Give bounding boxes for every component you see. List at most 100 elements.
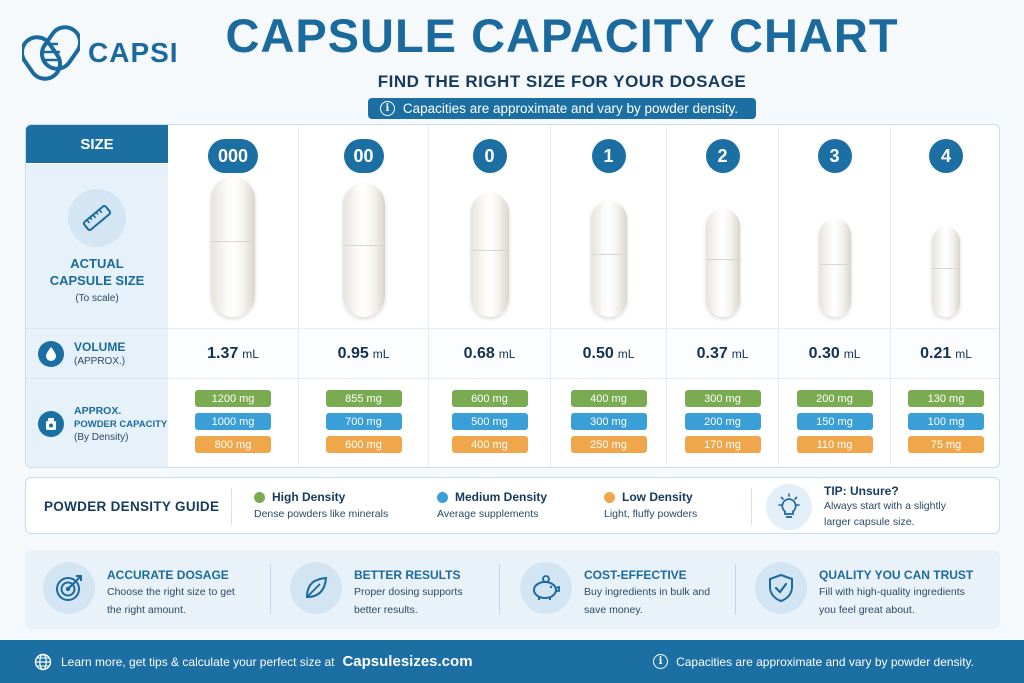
- capacity-high-density: 400 mg: [570, 390, 647, 407]
- capsule-seam: [590, 254, 627, 255]
- footer: Learn more, get tips & calculate your pe…: [0, 640, 1024, 683]
- droplet-icon: [38, 340, 64, 367]
- legend-high-density: High Density Dense powders like minerals: [254, 490, 388, 520]
- density-guide-title: POWDER DENSITY GUIDE: [44, 499, 220, 514]
- actual-size-title: ACTUAL CAPSULE SIZE: [50, 255, 145, 289]
- size-badge: 00: [343, 139, 384, 173]
- brand-name: CAPSI: [88, 37, 179, 68]
- divider: [270, 564, 271, 614]
- benefit-cost-effective: COST-EFFECTIVE Buy ingredients in bulk a…: [520, 562, 710, 618]
- legend-name: Medium Density: [455, 490, 548, 504]
- volume-subtitle: (APPROX.): [74, 356, 126, 367]
- benefit-quality: QUALITY YOU CAN TRUST Fill with high-qua…: [755, 562, 973, 618]
- size-header: SIZE: [26, 125, 168, 163]
- capacity-title-1: APPROX.: [74, 405, 122, 417]
- capacity-cell: 400 mg 300 mg 250 mg: [551, 378, 666, 467]
- volume-unit: mL: [372, 346, 390, 361]
- lightbulb-icon: [766, 484, 812, 530]
- benefit-line: save money.: [584, 604, 643, 616]
- tip-line-2: larger capsule size.: [824, 516, 915, 528]
- capacity-label: APPROX. POWDER CAPACITY (By Density): [26, 378, 168, 467]
- capacity-cell: 600 mg 500 mg 400 mg: [429, 378, 550, 467]
- capacity-cell: 300 mg 200 mg 170 mg: [667, 378, 778, 467]
- divider: [735, 564, 736, 614]
- volume-unit: mL: [498, 346, 516, 361]
- volume-value: 0.95: [337, 344, 369, 362]
- actual-size-line-1: ACTUAL: [70, 255, 124, 271]
- tip-line-1: Always start with a slightly: [824, 500, 946, 512]
- benefits-strip: ACCURATE DOSAGE Choose the right size to…: [25, 550, 1000, 629]
- capacity-low-density: 250 mg: [570, 436, 647, 453]
- volume-unit: mL: [617, 346, 635, 361]
- row-labels: SIZE ACTUAL CAPSULE SIZE (To scale): [26, 125, 168, 467]
- capacity-medium-density: 100 mg: [908, 413, 984, 430]
- volume-label: VOLUME (APPROX.): [26, 328, 168, 378]
- capacity-low-density: 800 mg: [195, 436, 271, 453]
- legend-low-density: Low Density Light, fluffy powders: [604, 490, 697, 520]
- size-column-4: 4 0.21 mL 130 mg 100 mg 75 mg: [890, 125, 999, 467]
- volume-cell: 0.21 mL: [891, 328, 999, 378]
- benefit-line: you feel great about.: [819, 604, 915, 616]
- benefit-title: QUALITY YOU CAN TRUST: [819, 568, 974, 582]
- capacity-cell: 1200 mg 1000 mg 800 mg: [168, 378, 298, 467]
- capsule-seam: [932, 268, 960, 269]
- capsule-image: [342, 183, 385, 317]
- volume-cell: 0.50 mL: [551, 328, 666, 378]
- capacity-low-density: 600 mg: [325, 436, 402, 453]
- footer-right: i Capacities are approximate and vary by…: [653, 654, 974, 669]
- target-icon: [43, 562, 95, 614]
- page-header: CAPSULE CAPACITY CHART FIND THE RIGHT SI…: [0, 10, 1024, 119]
- footer-note: Capacities are approximate and vary by p…: [676, 654, 974, 669]
- size-column-000: 000 1.37 mL 1200 mg 1000 mg 800 mg: [168, 125, 298, 467]
- globe-icon: [34, 653, 52, 670]
- legend-desc: Average supplements: [437, 508, 539, 520]
- legend-desc: Light, fluffy powders: [604, 508, 698, 520]
- actual-size-subtitle: (To scale): [75, 292, 119, 304]
- size-column-0: 0 0.68 mL 600 mg 500 mg 400 mg: [428, 125, 550, 467]
- divider: [499, 564, 500, 614]
- footer-left: Learn more, get tips & calculate your pe…: [34, 653, 473, 671]
- capsule-image: [932, 227, 960, 317]
- volume-value: 0.37: [696, 344, 728, 362]
- volume-cell: 0.68 mL: [429, 328, 550, 378]
- volume-unit: mL: [843, 346, 861, 361]
- info-icon: i: [653, 654, 669, 669]
- capsule-seam: [705, 259, 740, 260]
- legend-name: Low Density: [622, 490, 693, 504]
- volume-cell: 1.37 mL: [168, 328, 298, 378]
- shield-check-icon: [755, 562, 807, 614]
- tip-title: TIP: Unsure?: [824, 484, 899, 498]
- capsule-image: [818, 219, 851, 317]
- volume-value: 0.21: [920, 344, 952, 362]
- size-column-1: 1 0.50 mL 400 mg 300 mg 250 mg: [550, 125, 666, 467]
- approximation-note: i Capacities are approximate and vary by…: [367, 98, 757, 119]
- footer-site-link[interactable]: Capsulesizes.com: [342, 653, 473, 670]
- size-badge: 4: [929, 139, 963, 173]
- brand-logo: CAPSI: [22, 22, 179, 84]
- capacity-medium-density: 200 mg: [684, 413, 761, 430]
- benefit-better-results: BETTER RESULTS Proper dosing supports be…: [290, 562, 463, 618]
- volume-cell: 0.30 mL: [779, 328, 890, 378]
- capacity-title-2: POWDER CAPACITY: [74, 419, 168, 430]
- size-badge: 0: [472, 139, 507, 173]
- green-dot-icon: [254, 491, 265, 503]
- size-badge: 1: [591, 139, 626, 173]
- capsule-image: [470, 193, 509, 317]
- volume-value: 0.30: [808, 344, 840, 362]
- page-subtitle: FIND THE RIGHT SIZE FOR YOUR DOSAGE: [377, 72, 747, 91]
- divider: [231, 488, 232, 525]
- capsule-seam: [342, 245, 385, 246]
- capacity-medium-density: 500 mg: [451, 413, 528, 430]
- legend-medium-density: Medium Density Average supplements: [437, 490, 547, 520]
- benefit-line: the right amount.: [107, 604, 186, 616]
- benefit-line: Buy ingredients in bulk and: [584, 586, 711, 598]
- benefit-line: better results.: [354, 604, 418, 616]
- capsule-seam: [818, 264, 851, 265]
- legend-name: High Density: [272, 490, 346, 504]
- tip-box: TIP: Unsure? Always start with a slightl…: [766, 484, 946, 530]
- actual-size-line-2: CAPSULE SIZE: [49, 272, 145, 288]
- size-badge: 2: [705, 139, 740, 173]
- volume-unit: mL: [242, 346, 259, 361]
- size-column-2: 2 0.37 mL 300 mg 200 mg 170 mg: [666, 125, 778, 467]
- size-badge: 3: [817, 139, 852, 173]
